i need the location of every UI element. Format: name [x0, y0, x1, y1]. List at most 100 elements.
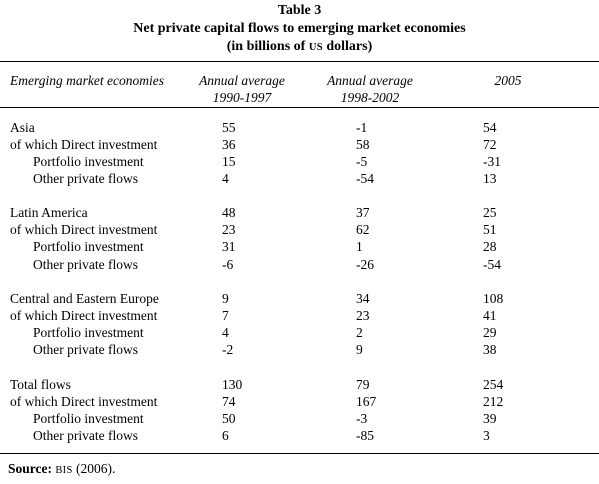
row-label: Other private flows: [33, 171, 138, 186]
cell-1990-1997: 4: [222, 171, 229, 186]
cell-1990-1997: 15: [222, 154, 236, 169]
cell-1990-1997: 36: [222, 137, 236, 152]
cell-1990-1997: 9: [222, 291, 229, 306]
cell-1998-2002: 167: [356, 394, 377, 409]
cell-1990-1997: 55: [222, 120, 236, 135]
row-label: Central and Eastern Europe: [10, 291, 159, 306]
row-label: Portfolio investment: [33, 154, 144, 169]
table-title: Net private capital flows to emerging ma…: [133, 21, 466, 36]
cell-2005: 212: [483, 394, 504, 409]
source-note: Source: BIS (2006).: [8, 460, 115, 479]
cell-2005: 54: [483, 120, 497, 135]
table-row: of which Direct investment 36 58 72: [0, 136, 599, 153]
row-label: of which Direct investment: [10, 308, 158, 323]
table-row: Central and Eastern Europe 9 34 108: [0, 290, 599, 307]
cell-1990-1997: 7: [222, 308, 229, 323]
table-row: Other private flows 4 -54 13: [0, 170, 599, 187]
cell-2005: -31: [483, 154, 501, 169]
table-row: Portfolio investment 15 -5 -31: [0, 153, 599, 170]
cell-2005: 25: [483, 205, 497, 220]
column-header-1990-1997-line2: 1990-1997: [212, 90, 272, 105]
cell-1998-2002: 2: [356, 325, 363, 340]
cell-1998-2002: -5: [356, 154, 368, 169]
cell-2005: 39: [483, 411, 497, 426]
cell-1998-2002: 79: [356, 377, 370, 392]
table-number: Table 3: [277, 3, 322, 18]
cell-1998-2002: 34: [356, 291, 370, 306]
cell-1998-2002: 62: [356, 222, 370, 237]
row-label: Other private flows: [33, 342, 138, 357]
cell-1990-1997: -6: [222, 257, 234, 272]
table-row: Portfolio investment 31 1 28: [0, 238, 599, 255]
row-label: Portfolio investment: [33, 239, 144, 254]
table-row: of which Direct investment 74 167 212: [0, 393, 599, 410]
table-row: Portfolio investment 4 2 29: [0, 324, 599, 341]
cell-1990-1997: 48: [222, 205, 236, 220]
cell-2005: 41: [483, 308, 497, 323]
cell-1998-2002: 9: [356, 342, 363, 357]
table-subtitle: (in billions of US dollars): [0, 38, 599, 56]
cell-1990-1997: 31: [222, 239, 236, 254]
cell-2005: -54: [483, 257, 501, 272]
subtitle-prefix: (in billions of: [226, 39, 309, 54]
table-row: Other private flows 6 -85 3: [0, 427, 599, 444]
row-label: of which Direct investment: [10, 394, 158, 409]
column-header-1990-1997-line1: Annual average: [199, 73, 285, 88]
row-label: Other private flows: [33, 428, 138, 443]
table-row: of which Direct investment 23 62 51: [0, 221, 599, 238]
cell-2005: 29: [483, 325, 497, 340]
subtitle-suffix: dollars): [322, 39, 373, 54]
cell-1998-2002: -26: [356, 257, 374, 272]
row-label: Portfolio investment: [33, 411, 144, 426]
source-org: BIS: [55, 465, 73, 476]
table-row: Total flows 130 79 254: [0, 376, 599, 393]
row-label: of which Direct investment: [10, 222, 158, 237]
row-label: of which Direct investment: [10, 137, 158, 152]
column-header-1990-1997: Annual average 1990-1997: [183, 72, 301, 106]
cell-1998-2002: -1: [356, 120, 368, 135]
cell-1998-2002: 1: [356, 239, 363, 254]
column-header-1998-2002-line2: 1998-2002: [340, 90, 400, 105]
cell-2005: 38: [483, 342, 497, 357]
cell-1990-1997: -2: [222, 342, 234, 357]
top-rule: [0, 61, 599, 62]
row-label: Portfolio investment: [33, 325, 144, 340]
row-label: Latin America: [10, 205, 88, 220]
table-row: Other private flows -2 9 38: [0, 341, 599, 358]
source-year: (2006).: [72, 461, 116, 476]
cell-1998-2002: 23: [356, 308, 370, 323]
cell-2005: 51: [483, 222, 497, 237]
bottom-rule: [0, 453, 599, 454]
cell-2005: 254: [483, 377, 504, 392]
column-header-1998-2002-line1: Annual average: [327, 73, 413, 88]
table-row: Portfolio investment 50 -3 39: [0, 410, 599, 427]
cell-2005: 13: [483, 171, 497, 186]
header-rule: [0, 107, 599, 108]
cell-1998-2002: -54: [356, 171, 374, 186]
column-header-label: Emerging market economies: [10, 73, 164, 88]
cell-1998-2002: 58: [356, 137, 370, 152]
cell-1990-1997: 130: [222, 377, 243, 392]
subtitle-currency: US: [308, 42, 323, 53]
table-row: of which Direct investment 7 23 41: [0, 307, 599, 324]
row-label: Total flows: [10, 377, 71, 392]
cell-2005: 28: [483, 239, 497, 254]
cell-1998-2002: 37: [356, 205, 370, 220]
cell-1990-1997: 74: [222, 394, 236, 409]
cell-1990-1997: 4: [222, 325, 229, 340]
cell-2005: 3: [483, 428, 490, 443]
table-row: Latin America 48 37 25: [0, 204, 599, 221]
table-row: Other private flows -6 -26 -54: [0, 256, 599, 273]
row-label: Other private flows: [33, 257, 138, 272]
column-header-1998-2002: Annual average 1998-2002: [311, 72, 429, 106]
cell-1990-1997: 23: [222, 222, 236, 237]
table-row: Asia 55 -1 54: [0, 119, 599, 136]
cell-2005: 72: [483, 137, 497, 152]
column-header-2005: 2005: [494, 73, 522, 88]
cell-1998-2002: -3: [356, 411, 368, 426]
cell-1990-1997: 6: [222, 428, 229, 443]
row-label: Asia: [10, 120, 35, 135]
cell-1998-2002: -85: [356, 428, 374, 443]
cell-2005: 108: [483, 291, 504, 306]
